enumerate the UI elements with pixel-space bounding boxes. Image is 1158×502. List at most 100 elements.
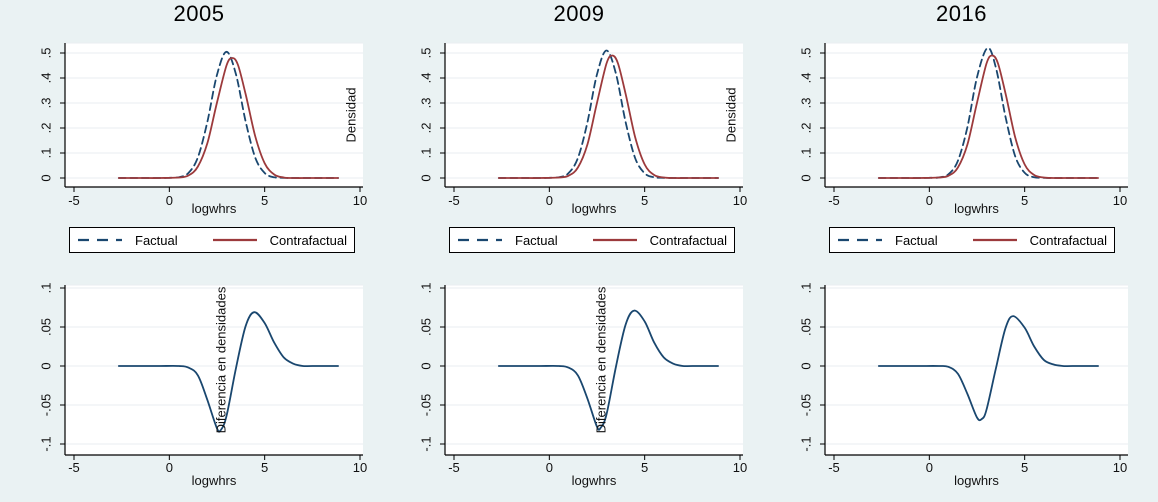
plot-area (825, 285, 1128, 455)
x-tick-label: -5 (828, 460, 840, 475)
plot-area (65, 285, 363, 455)
x-tick-label: 10 (733, 460, 747, 475)
y-tick-label: -.1 (798, 436, 813, 451)
y-tick-label: -.05 (38, 394, 53, 416)
legend-2005: Factual Contrafactual (69, 227, 355, 253)
panel-title-2005: 2005 (173, 1, 225, 26)
plot-area (825, 43, 1128, 187)
y-tick-label: .4 (798, 73, 813, 84)
curve-diferencia (117, 311, 339, 433)
contrafactual-line-sample (592, 238, 637, 242)
y-tick-label: .05 (798, 318, 813, 336)
x-tick-label: 0 (926, 193, 933, 208)
y-tick-label: .3 (418, 98, 433, 109)
x-tick-label: 10 (353, 193, 367, 208)
legend-2016: Factual Contrafactual (829, 227, 1115, 253)
y-tick-label: 0 (418, 362, 433, 369)
y-tick-label: -.05 (418, 394, 433, 416)
y-tick-label: -.1 (418, 436, 433, 451)
x-tick-label: 10 (733, 193, 747, 208)
y-tick-label: .5 (38, 48, 53, 59)
y-axis-title: Densidad (723, 88, 738, 143)
curve-contrafactual (877, 54, 1099, 179)
y-axis-title: Diferencia en densidades (593, 286, 608, 433)
density-chart-2005: Densidad -5 0 5 10 0 .1 .2 .3 .4 .5 logwhrs (38, 42, 367, 216)
x-axis-title: logwhrs (954, 201, 999, 216)
y-tick-label: 0 (38, 362, 53, 369)
density-chart-2009: Densidad -5 0 5 10 0 .1 .2 .3 .4 .5 logwhrs (418, 42, 747, 216)
x-axis-title: logwhrs (192, 201, 237, 216)
contrafactual-line-sample (212, 238, 257, 242)
curve-contrafactual (497, 54, 719, 179)
x-tick-label: 0 (166, 193, 173, 208)
x-tick-label: 5 (641, 460, 648, 475)
x-tick-label: 5 (641, 193, 648, 208)
y-tick-label: .2 (798, 123, 813, 134)
x-axis-title: logwhrs (572, 473, 617, 488)
y-tick-label: .05 (418, 318, 433, 336)
factual-line-sample (838, 238, 883, 242)
x-tick-label: 0 (546, 460, 553, 475)
legend-2009: Factual Contrafactual (449, 227, 735, 253)
panel-2016: 2016 -5 0 5 10 0 .1 .2 .3 .4 .5 logwhrs Factual Co… (760, 0, 1158, 502)
x-tick-label: 5 (1021, 460, 1028, 475)
y-axis-title: Diferencia en densidades (213, 286, 228, 433)
x-axis-title: logwhrs (954, 473, 999, 488)
y-tick-label: .1 (38, 148, 53, 159)
legend-label-factual: Factual (135, 232, 178, 248)
y-tick-label: -.1 (38, 436, 53, 451)
y-tick-label: .05 (38, 318, 53, 336)
y-tick-label: .2 (38, 123, 53, 134)
x-axis-title: logwhrs (192, 473, 237, 488)
factual-line-sample (78, 238, 123, 242)
y-tick-label: .5 (798, 48, 813, 59)
x-tick-label: -5 (828, 193, 840, 208)
panel-2005: 2005 Densidad -5 0 5 10 0 .1 .2 .3 .4 .5 logwhrs Fa… (0, 0, 380, 502)
y-tick-label: 0 (798, 174, 813, 181)
x-tick-label: 0 (926, 460, 933, 475)
y-tick-label: .1 (798, 283, 813, 294)
difference-chart-2016: -5 0 5 10 -.1 -.05 0 .05 .1 logwhrs (798, 283, 1128, 488)
difference-chart-2005: Diferencia en densidades -5 0 5 10 -.1 -.05 0 .0… (38, 283, 367, 488)
x-tick-label: 0 (546, 193, 553, 208)
x-tick-label: -5 (448, 460, 460, 475)
panel-title-2016: 2016 (936, 1, 987, 26)
y-tick-label: .4 (38, 73, 53, 84)
plot-area (445, 285, 743, 455)
panel-2009: 2009 Densidad -5 0 5 10 0 .1 .2 .3 .4 .5 logwhrs Fa… (380, 0, 760, 502)
y-tick-label: .2 (418, 123, 433, 134)
difference-chart-2009: Diferencia en densidades -5 0 5 10 -.1 -.05 0 .0… (418, 283, 747, 488)
y-tick-label: 0 (38, 174, 53, 181)
x-tick-label: 5 (261, 193, 268, 208)
y-tick-label: .3 (38, 98, 53, 109)
legend-label-factual: Factual (515, 232, 558, 248)
y-tick-label: .1 (38, 283, 53, 294)
y-tick-label: .1 (418, 283, 433, 294)
legend-label-factual: Factual (895, 232, 938, 248)
y-tick-label: .1 (418, 148, 433, 159)
panel-title-2009: 2009 (553, 1, 605, 26)
x-tick-label: 10 (353, 460, 367, 475)
legend-label-contrafactual: Contrafactual (649, 232, 727, 248)
legend-label-contrafactual: Contrafactual (1029, 232, 1107, 248)
x-tick-label: 5 (1021, 193, 1028, 208)
contrafactual-line-sample (972, 238, 1017, 242)
x-tick-label: -5 (68, 460, 80, 475)
x-tick-label: 10 (1113, 460, 1127, 475)
x-tick-label: -5 (448, 193, 460, 208)
x-tick-label: 10 (1113, 193, 1127, 208)
y-tick-label: .5 (418, 48, 433, 59)
x-tick-label: 5 (261, 460, 268, 475)
curve-diferencia (877, 315, 1099, 422)
y-axis-title: Densidad (343, 88, 358, 143)
y-tick-label: .3 (798, 98, 813, 109)
legend-label-contrafactual: Contrafactual (269, 232, 347, 248)
x-tick-label: 0 (166, 460, 173, 475)
factual-line-sample (458, 238, 503, 242)
y-tick-label: -.05 (798, 394, 813, 416)
y-tick-label: .4 (418, 73, 433, 84)
curve-diferencia (497, 309, 719, 431)
y-tick-label: 0 (798, 362, 813, 369)
x-tick-label: -5 (68, 193, 80, 208)
